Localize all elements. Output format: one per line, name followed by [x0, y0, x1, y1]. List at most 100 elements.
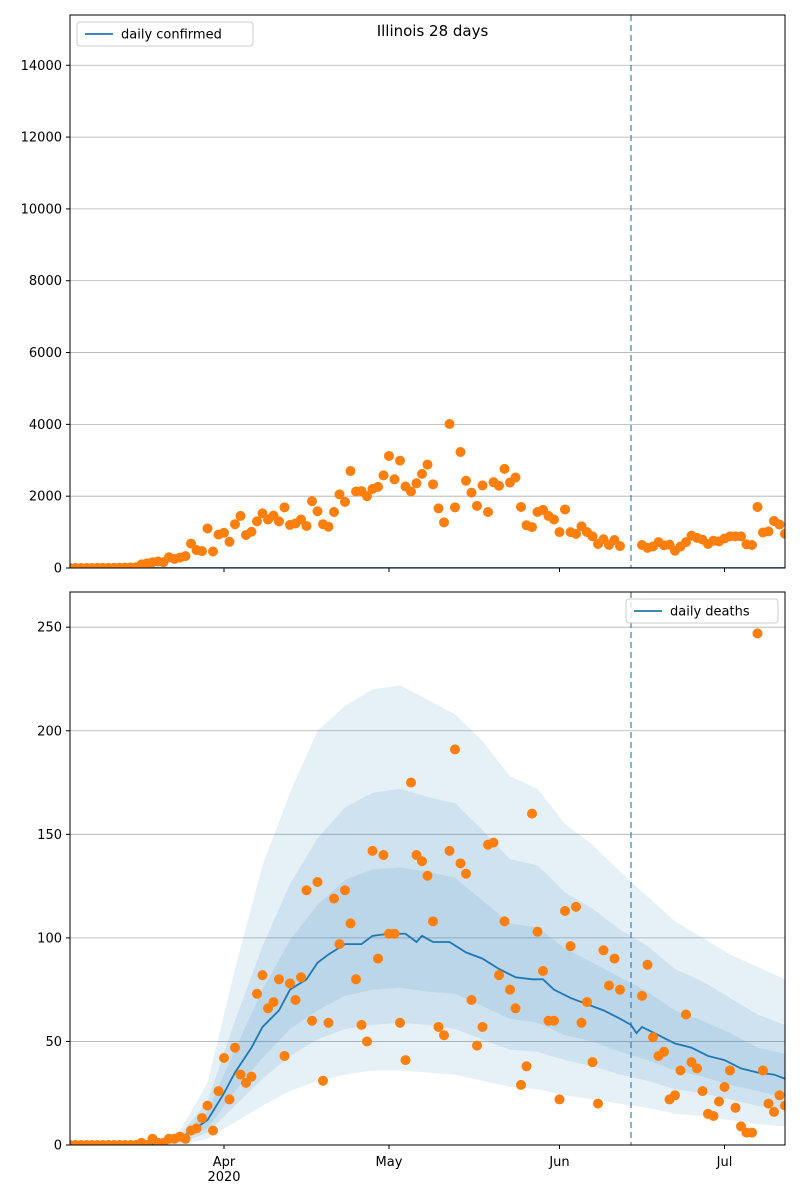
point	[252, 988, 262, 999]
point	[494, 480, 504, 491]
point	[279, 502, 290, 513]
y-tick-label: 4000	[29, 418, 62, 433]
point	[763, 526, 774, 537]
point	[708, 1111, 719, 1122]
point	[362, 491, 372, 502]
y-tick-label: 10000	[21, 202, 62, 217]
point	[422, 870, 433, 881]
chart-title: Illinois 28 days	[377, 22, 489, 40]
point	[345, 466, 356, 477]
legend: daily deaths	[625, 598, 779, 624]
frame	[69, 591, 786, 1146]
point	[389, 928, 400, 939]
point	[670, 1090, 680, 1101]
point	[340, 885, 350, 896]
point	[752, 628, 763, 639]
point	[356, 1019, 367, 1030]
point	[235, 1069, 246, 1080]
point	[208, 1125, 218, 1136]
x-tick-label: May	[376, 1155, 403, 1170]
point	[565, 941, 576, 952]
point	[571, 901, 581, 912]
band	[70, 685, 785, 1145]
point	[373, 953, 383, 964]
point	[549, 1015, 559, 1026]
point	[455, 858, 466, 869]
point	[230, 1042, 240, 1053]
point	[208, 546, 218, 557]
frame	[69, 14, 786, 569]
point	[197, 546, 207, 557]
point	[351, 974, 361, 985]
point	[527, 808, 537, 819]
point	[400, 1055, 411, 1066]
point	[571, 528, 581, 539]
legend-box	[76, 21, 254, 47]
point	[224, 1094, 235, 1105]
point	[450, 744, 460, 755]
point	[516, 501, 526, 512]
point	[736, 531, 746, 542]
point	[747, 540, 757, 551]
point	[461, 475, 471, 486]
point	[714, 1096, 724, 1107]
point	[417, 856, 427, 867]
point	[219, 527, 229, 538]
point	[224, 536, 235, 547]
point	[659, 1046, 669, 1057]
point	[455, 447, 466, 458]
point	[395, 455, 405, 466]
point	[433, 1021, 444, 1032]
point	[417, 468, 427, 479]
point	[389, 474, 400, 485]
y-tick-label: 6000	[29, 346, 62, 361]
point	[472, 500, 482, 511]
point	[763, 1098, 774, 1109]
point	[428, 479, 438, 490]
point	[554, 527, 565, 538]
point	[747, 1127, 757, 1138]
y-tick-label: 14000	[21, 59, 62, 74]
point	[725, 1065, 735, 1076]
y-tick-label: 2000	[29, 490, 62, 505]
point	[494, 970, 504, 981]
point	[675, 1065, 686, 1076]
point	[290, 995, 301, 1006]
point	[444, 419, 455, 430]
point	[560, 905, 570, 916]
point	[554, 1094, 565, 1105]
y-tick-label: 50	[45, 1035, 62, 1050]
point	[609, 953, 620, 964]
point	[444, 845, 455, 856]
point	[180, 1133, 191, 1144]
point	[637, 990, 647, 1001]
point	[774, 519, 785, 530]
point	[692, 1063, 702, 1074]
point	[549, 514, 559, 525]
legend-label: daily deaths	[670, 605, 750, 620]
point	[296, 972, 306, 983]
point	[483, 506, 493, 517]
legend-label: daily confirmed	[121, 28, 222, 43]
point	[301, 885, 312, 896]
point	[681, 1009, 691, 1020]
point	[769, 1106, 779, 1117]
point	[274, 974, 284, 985]
point	[406, 486, 416, 497]
point	[340, 496, 350, 507]
point	[323, 1017, 334, 1028]
legend: daily confirmed	[76, 21, 254, 47]
point	[345, 918, 356, 929]
point	[395, 1017, 405, 1028]
point	[615, 984, 625, 995]
band	[70, 788, 785, 1145]
band	[70, 867, 785, 1145]
point	[329, 893, 339, 904]
y-tick-label: 100	[37, 931, 62, 946]
point	[499, 916, 510, 927]
y-tick-label: 150	[37, 828, 62, 843]
point	[230, 519, 240, 530]
point	[604, 980, 614, 991]
y-tick-label: 12000	[21, 131, 62, 146]
